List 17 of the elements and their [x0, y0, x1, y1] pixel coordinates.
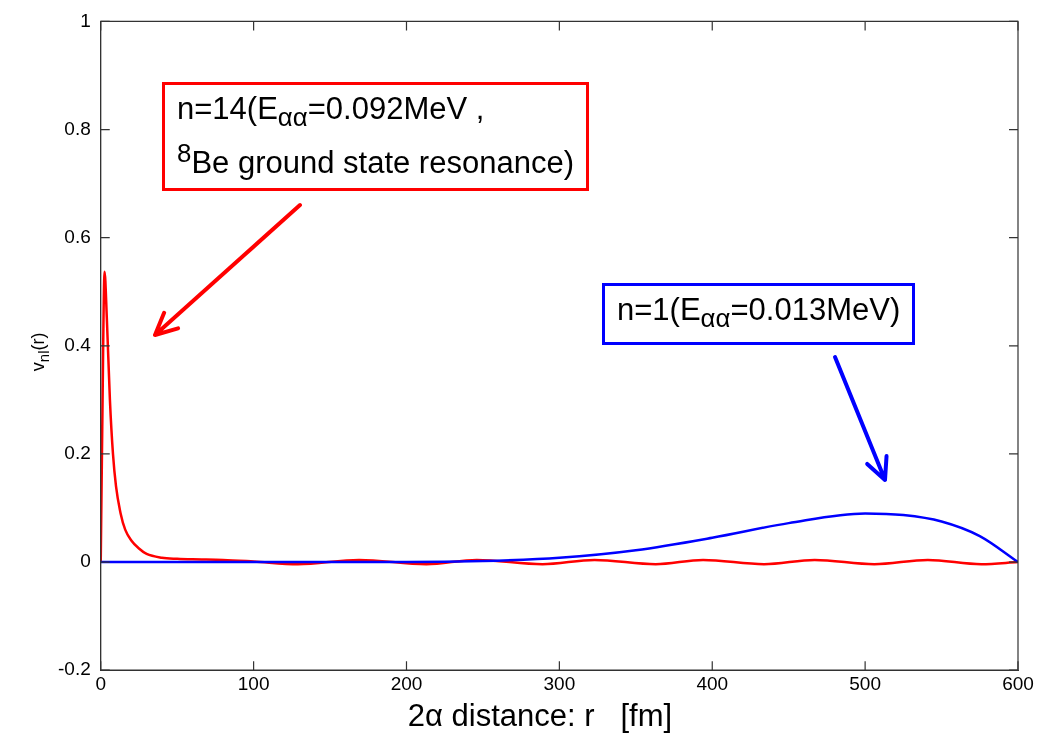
x-tick-label: 400 — [696, 672, 729, 694]
text: n=14(E$_{αα}$=0.092MeV , $^{8}$Be ground state resonance) — [177, 91, 574, 181]
x-tick-label: 500 — [849, 672, 881, 694]
y-tick-label: 0.4 — [64, 334, 92, 356]
x-tick-label: 300 — [543, 672, 576, 694]
y-tick-label: 0.2 — [64, 442, 91, 464]
x-tick-label: 0 — [95, 672, 107, 694]
y-tick-label: 0.8 — [64, 117, 91, 139]
x-axis-title: 2α distance: r [fm] — [406, 698, 674, 734]
y-tick-label: 0 — [80, 550, 91, 572]
x-tick-label: 100 — [237, 672, 270, 694]
y-tick-label: 0.6 — [64, 225, 91, 247]
y-tick-label: -0.2 — [57, 658, 91, 680]
x-tick-label: 200 — [390, 672, 423, 694]
annotation: n=1(E$_{αα}$=0.013MeV) — [602, 283, 916, 346]
x-tick-label: 600 — [1002, 672, 1034, 694]
y-tick-label: 1 — [80, 9, 91, 31]
